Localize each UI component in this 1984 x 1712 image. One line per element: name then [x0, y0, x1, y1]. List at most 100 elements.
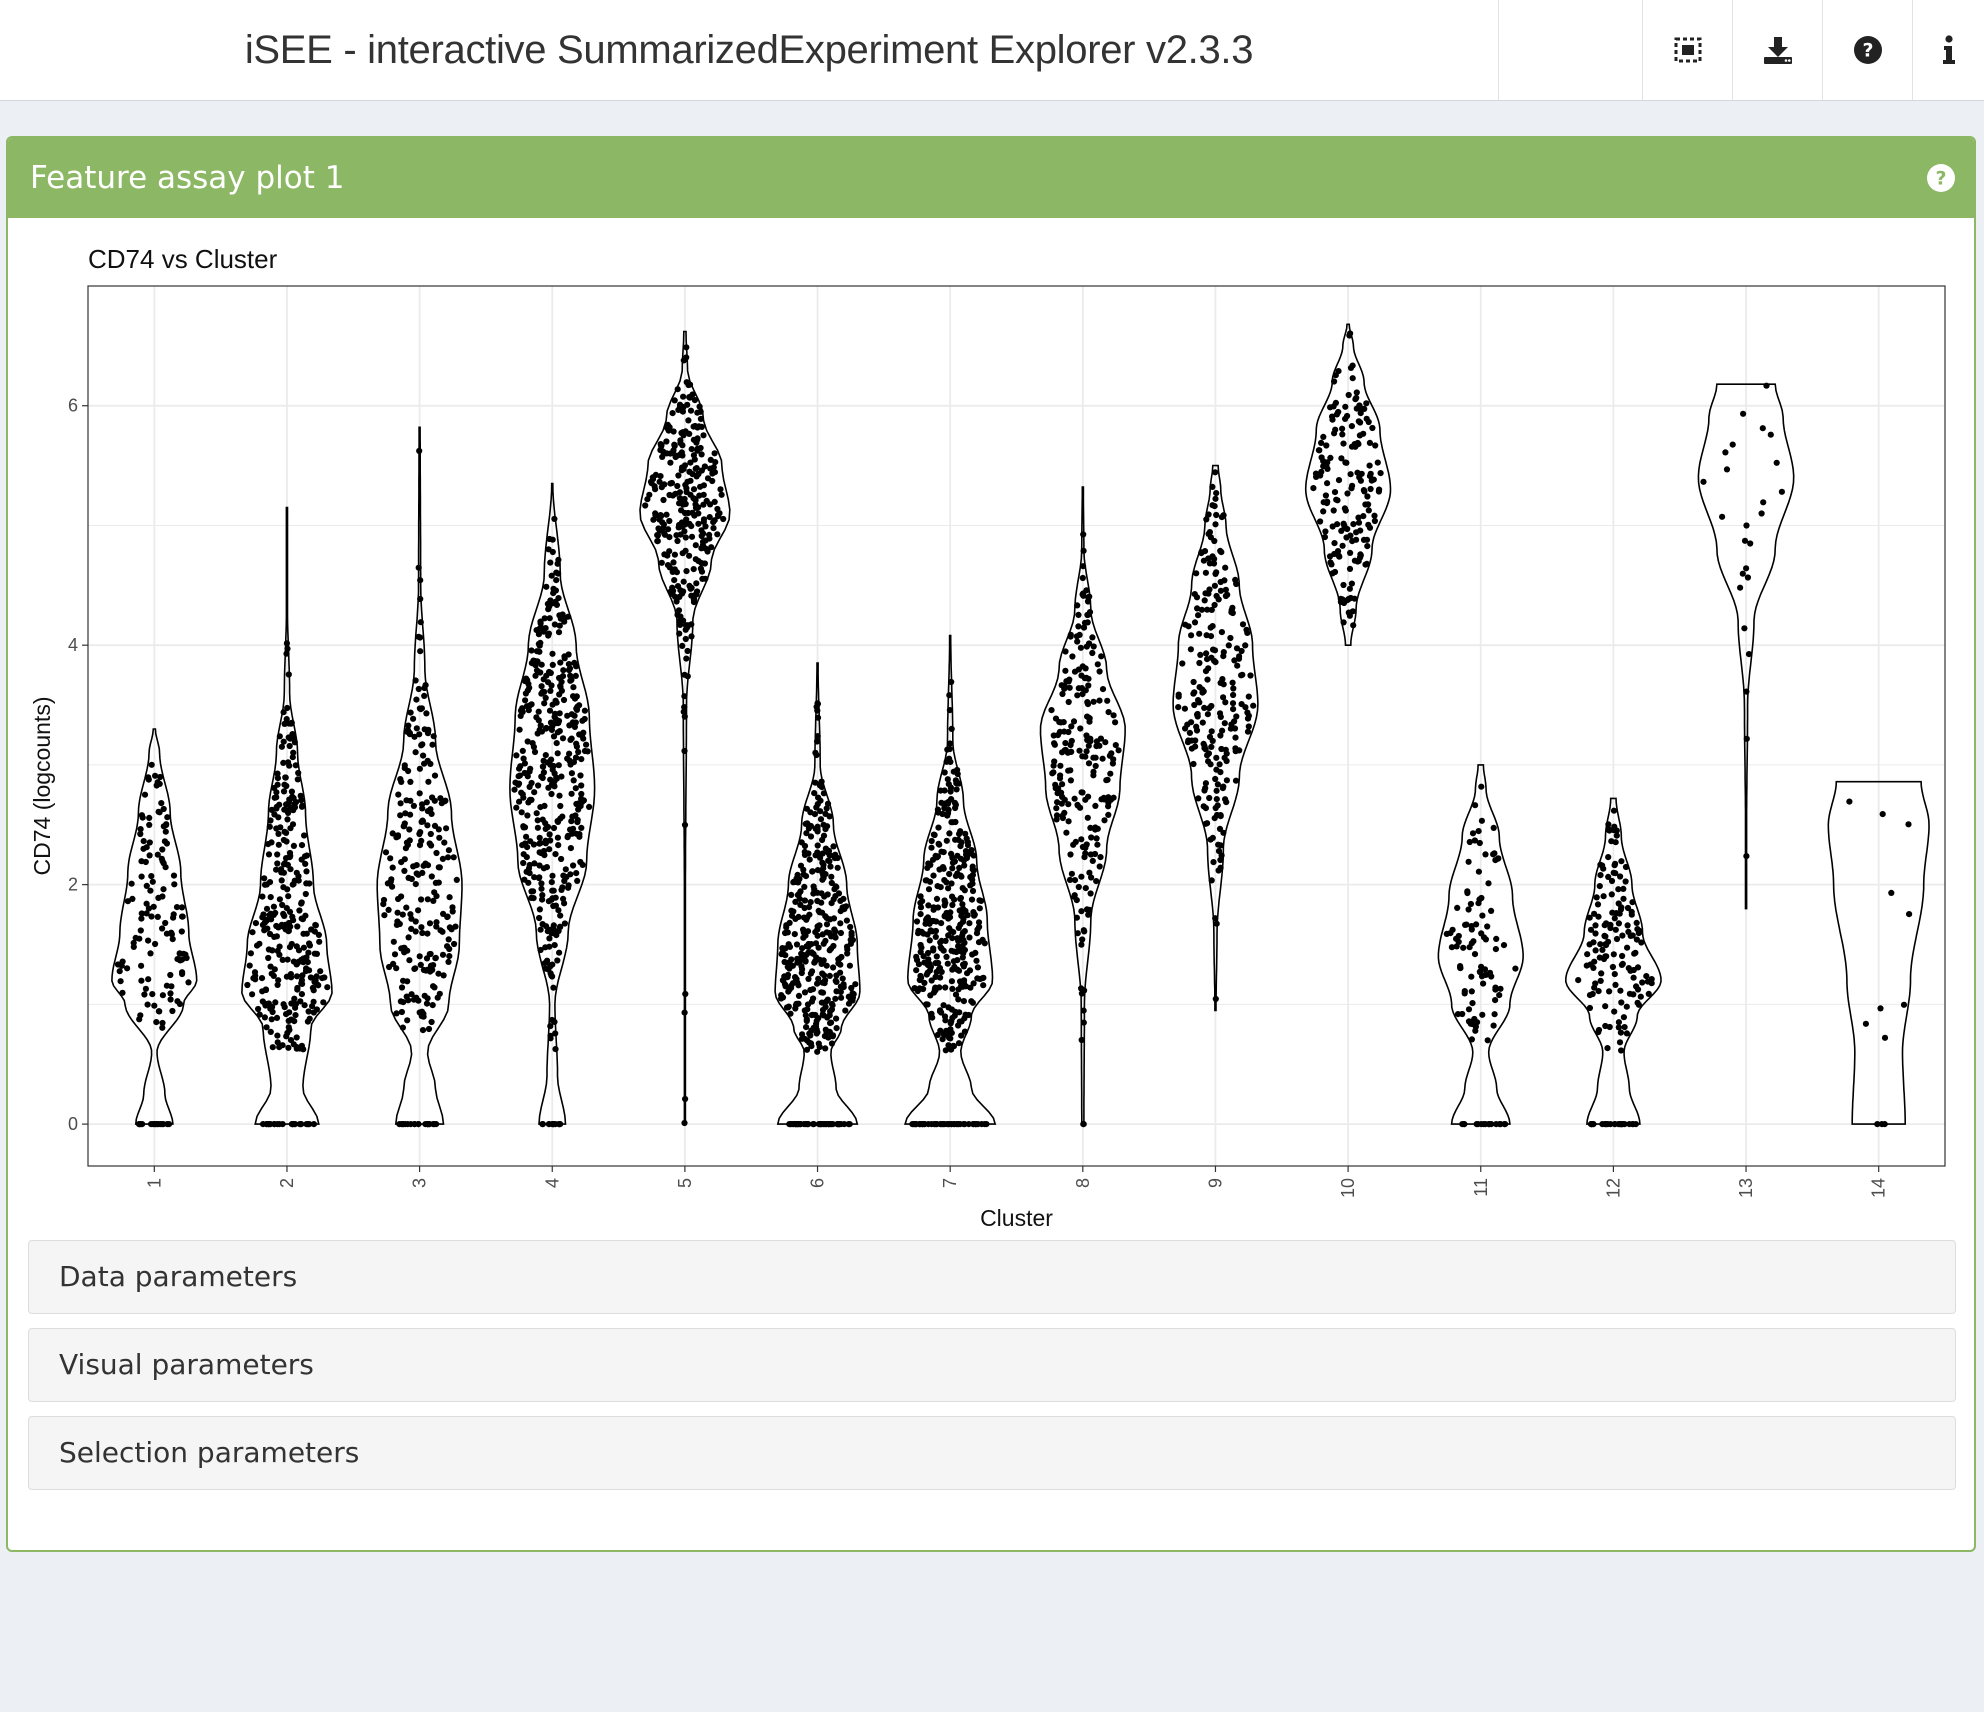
data-point	[418, 896, 425, 903]
data-point	[1353, 389, 1360, 396]
data-point	[1632, 949, 1639, 956]
data-point	[818, 1121, 825, 1128]
data-point	[169, 1007, 176, 1015]
data-point	[1179, 660, 1186, 667]
data-point	[664, 552, 671, 559]
data-point	[136, 935, 143, 942]
data-point	[1206, 529, 1213, 536]
data-point	[850, 991, 857, 998]
data-point	[823, 915, 831, 922]
data-point	[1598, 970, 1605, 977]
data-point	[142, 985, 149, 992]
data-point	[1339, 542, 1346, 549]
data-point	[1632, 1121, 1639, 1128]
data-point	[1175, 704, 1182, 711]
data-point	[259, 988, 266, 995]
data-point	[833, 1015, 840, 1022]
data-point	[1110, 712, 1117, 719]
data-point	[695, 510, 702, 517]
info-button[interactable]	[1912, 0, 1984, 100]
data-point	[280, 788, 288, 795]
data-point	[1323, 442, 1330, 449]
data-point	[568, 735, 575, 742]
data-point	[793, 941, 801, 948]
data-point	[449, 904, 456, 911]
data-point	[551, 621, 559, 628]
data-point	[142, 858, 149, 866]
data-point	[1232, 576, 1239, 583]
data-point	[819, 909, 826, 916]
data-point	[810, 995, 817, 1002]
data-point	[849, 997, 856, 1004]
data-point	[423, 1000, 431, 1007]
data-point	[1365, 507, 1372, 514]
data-point	[949, 935, 956, 942]
data-point	[1767, 431, 1774, 438]
data-point	[1611, 1008, 1618, 1015]
help-button[interactable]: ?	[1822, 0, 1913, 100]
data-point	[410, 863, 417, 870]
question-circle-icon[interactable]: ?	[1926, 163, 1956, 193]
data-point	[1340, 599, 1348, 607]
visual-parameters-section[interactable]: Visual parameters	[28, 1328, 1956, 1402]
data-point	[1205, 590, 1212, 597]
data-point	[656, 527, 663, 534]
data-point	[976, 905, 983, 912]
data-point	[823, 921, 831, 928]
data-parameters-section[interactable]: Data parameters	[28, 1240, 1956, 1314]
data-point	[1479, 1011, 1486, 1018]
selection-parameters-section[interactable]: Selection parameters	[28, 1416, 1956, 1490]
data-point	[523, 854, 530, 861]
data-point	[511, 786, 518, 793]
data-point	[408, 925, 415, 933]
data-point	[818, 890, 825, 897]
data-point	[138, 910, 145, 917]
data-point	[117, 978, 124, 985]
download-button[interactable]	[1732, 0, 1823, 100]
data-point	[317, 968, 324, 975]
data-point	[812, 958, 819, 965]
violin-cluster-13	[1697, 382, 1795, 910]
data-point	[551, 770, 558, 777]
data-point	[666, 517, 673, 525]
data-point	[1610, 869, 1617, 876]
screenshot-button[interactable]	[1642, 0, 1733, 100]
data-point	[821, 972, 828, 979]
data-point	[292, 1012, 299, 1019]
data-point	[695, 504, 702, 511]
data-point	[1482, 851, 1489, 858]
data-point	[1482, 971, 1489, 978]
data-point	[664, 562, 672, 569]
data-point	[1330, 507, 1337, 514]
data-point	[566, 665, 574, 672]
data-point	[1584, 951, 1591, 958]
data-point	[1877, 1005, 1884, 1012]
data-point	[423, 710, 430, 717]
data-point	[266, 879, 274, 886]
data-point	[418, 818, 425, 826]
data-point	[405, 767, 412, 775]
data-point	[678, 496, 685, 503]
data-point	[679, 523, 686, 530]
data-point	[548, 879, 555, 886]
data-point	[1077, 644, 1084, 651]
data-point	[1104, 776, 1111, 783]
data-point	[970, 852, 977, 859]
data-point	[565, 882, 572, 889]
data-point	[275, 841, 282, 848]
data-point	[520, 859, 527, 867]
data-point	[570, 759, 578, 766]
data-point	[1604, 1045, 1611, 1052]
data-point	[1700, 478, 1707, 485]
data-point	[256, 1011, 263, 1018]
data-point	[795, 1000, 802, 1007]
navbar-spacer	[1498, 0, 1643, 100]
x-tick-label: 13	[1736, 1178, 1756, 1198]
data-point	[289, 821, 297, 828]
data-point	[1247, 672, 1254, 679]
data-point	[1739, 570, 1746, 577]
data-point	[688, 621, 695, 628]
data-point	[1250, 702, 1257, 709]
data-point	[681, 671, 688, 678]
